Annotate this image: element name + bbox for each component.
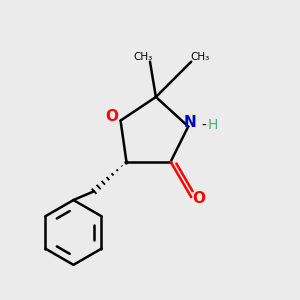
Text: N: N [183,115,196,130]
Text: CH₃: CH₃ [133,52,152,62]
Text: O: O [192,191,205,206]
Text: -: - [201,119,206,133]
Text: O: O [105,109,118,124]
Text: H: H [208,118,218,132]
Text: CH₃: CH₃ [190,52,210,62]
